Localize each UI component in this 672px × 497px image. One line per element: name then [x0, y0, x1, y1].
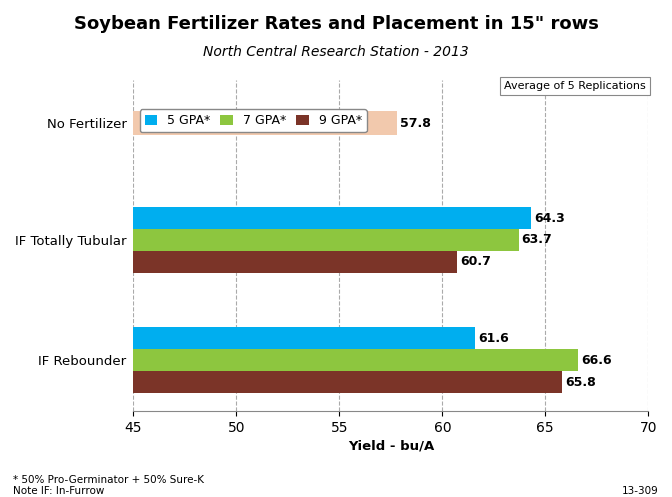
Text: 60.7: 60.7 — [460, 255, 491, 268]
Text: 65.8: 65.8 — [565, 376, 595, 389]
Text: 57.8: 57.8 — [400, 117, 431, 130]
Text: 64.3: 64.3 — [534, 212, 564, 225]
Bar — [134, 371, 562, 393]
Text: Average of 5 Replications: Average of 5 Replications — [504, 82, 646, 91]
Text: 63.7: 63.7 — [521, 234, 552, 247]
Text: 13-309: 13-309 — [622, 486, 659, 496]
Text: 66.6: 66.6 — [581, 354, 612, 367]
Bar — [134, 328, 475, 349]
Text: Soybean Fertilizer Rates and Placement in 15" rows: Soybean Fertilizer Rates and Placement i… — [73, 15, 599, 33]
Text: * 50% Pro-Germinator + 50% Sure-K: * 50% Pro-Germinator + 50% Sure-K — [13, 475, 204, 485]
Bar — [134, 251, 457, 273]
Bar — [134, 207, 531, 229]
Text: 61.6: 61.6 — [478, 332, 509, 345]
Text: Note IF: In-Furrow: Note IF: In-Furrow — [13, 486, 105, 496]
Legend: 5 GPA*, 7 GPA*, 9 GPA*: 5 GPA*, 7 GPA*, 9 GPA* — [140, 109, 367, 132]
Bar — [134, 229, 519, 251]
Bar — [134, 349, 578, 371]
Bar — [134, 111, 397, 135]
Text: North Central Research Station - 2013: North Central Research Station - 2013 — [203, 45, 469, 59]
X-axis label: Yield - bu/A: Yield - bu/A — [347, 439, 434, 452]
